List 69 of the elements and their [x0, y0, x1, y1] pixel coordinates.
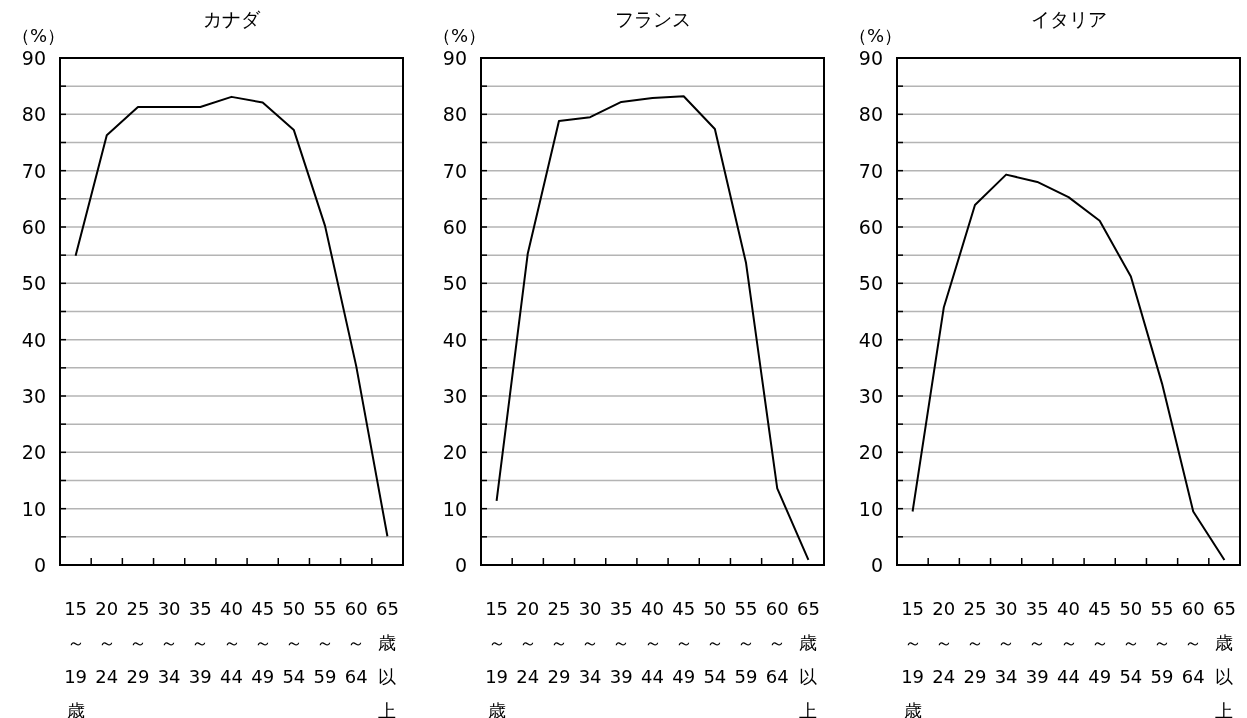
y-tick-label: 60: [858, 216, 883, 238]
line-series: [495, 95, 810, 561]
y-tick-label: 90: [442, 47, 467, 69]
x-tick-label: 45～49: [251, 598, 275, 687]
y-tick-label: 80: [442, 103, 467, 126]
y-tick-label: 60: [21, 216, 46, 238]
line-series: [911, 173, 1226, 561]
x-tick-label: 35～39: [609, 598, 633, 687]
y-tick-label: 10: [858, 497, 883, 520]
y-tick-label: 20: [442, 441, 467, 464]
x-tick-label: 50～54: [282, 598, 306, 687]
x-tick-label: 60～64: [765, 598, 789, 687]
y-tick-label: 0: [870, 554, 883, 576]
y-axis-title: （%）: [849, 25, 903, 46]
x-tick-label: 20～24: [95, 598, 119, 687]
y-tick-label: 80: [21, 103, 46, 126]
x-tick-label: 55～59: [734, 598, 758, 687]
y-tick-label: 30: [442, 385, 467, 407]
y-axis-title: （%）: [433, 25, 487, 46]
y-tick-label: 40: [21, 328, 46, 351]
y-tick-label: 80: [858, 103, 883, 126]
x-tick-label: 45～49: [672, 598, 696, 687]
x-tick-label: 35～39: [1025, 598, 1049, 687]
y-tick-label: 90: [21, 47, 46, 69]
x-tick-label: 45～49: [1088, 598, 1112, 687]
y-tick-label: 40: [442, 328, 467, 351]
x-tick-label: 20～24: [932, 598, 956, 687]
x-tick-label: 30～34: [578, 598, 602, 687]
x-tick-label: 60～64: [1181, 598, 1205, 687]
chart-title: カナダ: [203, 8, 261, 30]
x-tick-label: 40～44: [220, 598, 243, 687]
y-tick-label: 30: [21, 385, 46, 407]
x-tick-label: 55～59: [1150, 598, 1174, 687]
chart-title: フランス: [614, 8, 691, 30]
chart-title: イタリア: [1030, 8, 1107, 30]
y-tick-label: 10: [442, 497, 467, 520]
y-tick-label: 90: [858, 47, 883, 69]
x-tick-label: 55～59: [313, 598, 337, 687]
y-tick-label: 50: [21, 272, 46, 295]
x-tick-label: 50～54: [1119, 598, 1143, 687]
y-tick-label: 0: [33, 554, 46, 576]
x-tick-label: 60～64: [344, 598, 368, 687]
y-tick-label: 20: [858, 441, 883, 464]
x-tick-label: 30～34: [994, 598, 1018, 687]
x-tick-label: 40～44: [641, 598, 664, 687]
y-tick-label: 40: [858, 328, 883, 351]
x-tick-label: 35～39: [188, 598, 212, 687]
x-tick-label: 30～34: [157, 598, 181, 687]
line-series: [74, 95, 389, 538]
y-tick-label: 60: [442, 216, 467, 238]
y-tick-label: 50: [442, 272, 467, 295]
y-tick-label: 30: [858, 385, 883, 407]
y-tick-label: 70: [858, 159, 883, 182]
y-axis-title: （%）: [12, 25, 66, 46]
y-tick-label: 50: [858, 272, 883, 295]
x-tick-label: 20～24: [516, 598, 540, 687]
x-tick-label: 25～29: [547, 598, 571, 687]
x-tick-label: 65歳以上: [1212, 598, 1236, 718]
y-tick-label: 10: [21, 497, 46, 520]
y-tick-label: 70: [442, 159, 467, 182]
x-tick-label: 50～54: [703, 598, 727, 687]
y-tick-label: 20: [21, 441, 46, 464]
x-tick-label: 25～29: [963, 598, 987, 687]
x-tick-label: 40～44: [1057, 598, 1080, 687]
x-tick-label: 25～29: [126, 598, 150, 687]
y-tick-label: 0: [454, 554, 467, 576]
x-tick-label: 65歳以上: [796, 598, 820, 718]
x-tick-label: 65歳以上: [375, 598, 399, 718]
y-tick-label: 70: [21, 159, 46, 182]
